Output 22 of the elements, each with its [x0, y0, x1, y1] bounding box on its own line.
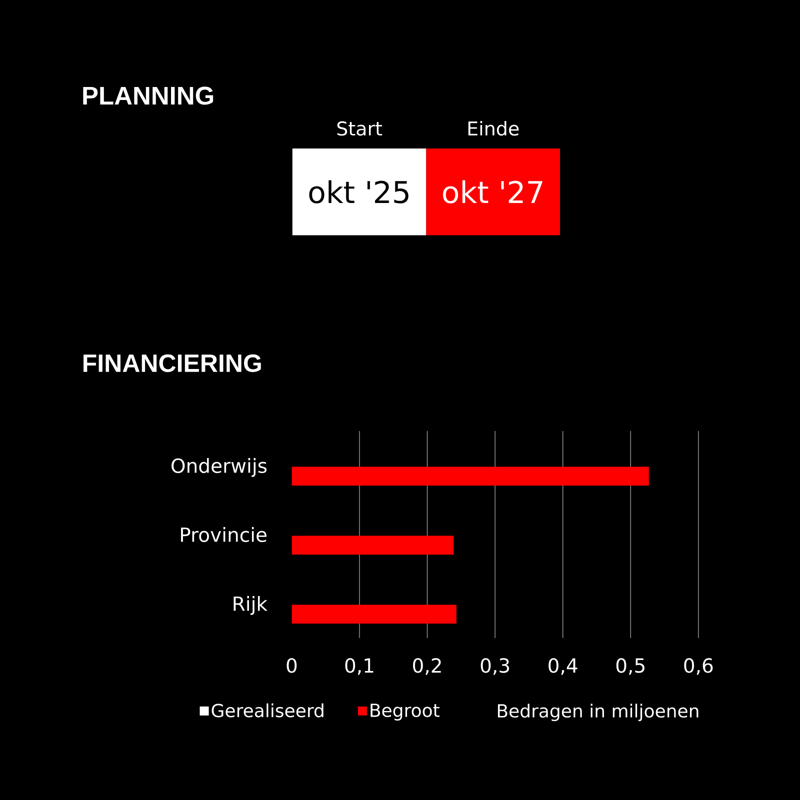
- category-label: Start: [337, 121, 382, 136]
- x-tick-label: 0,5: [616, 658, 644, 675]
- y-tick-label: Rijk: [234, 596, 268, 615]
- legend-label: Begroot: [370, 704, 440, 721]
- x-tick-label: 0,3: [480, 658, 509, 675]
- bar: [292, 604, 456, 624]
- x-tick-label: 0,1: [345, 658, 374, 675]
- text: PLANNING: [83, 86, 214, 105]
- bar: [292, 466, 649, 486]
- x-tick-label: 0,4: [548, 658, 578, 675]
- y-tick-label: Onderwijs: [172, 458, 267, 477]
- text: okt '27: [443, 180, 542, 204]
- category-label: Einde: [468, 120, 519, 136]
- text: okt '25: [309, 180, 408, 204]
- y-tick-label: Provincie: [181, 526, 266, 542]
- legend-label: Gerealiseerd: [212, 703, 324, 718]
- text: Bedragen in miljoenen: [498, 704, 698, 722]
- bar: [292, 536, 454, 555]
- x-tick-label: 0,2: [413, 658, 441, 675]
- chart-title: FINANCIERING: [84, 354, 261, 372]
- x-tick-label: 0: [286, 658, 297, 673]
- x-tick-label: 0,6: [684, 658, 713, 675]
